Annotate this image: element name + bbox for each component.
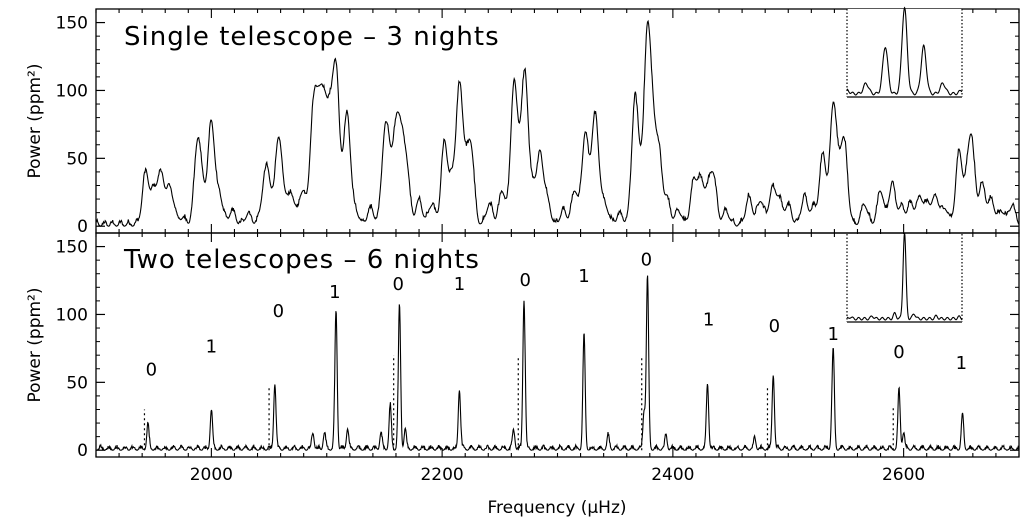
inset-background: [847, 9, 962, 97]
bottom-y-axis-label: Power (ppm²): [25, 287, 45, 402]
mode-degree-label: 1: [206, 336, 217, 357]
y-tick-label: 150: [56, 14, 88, 34]
mode-degree-label: 1: [828, 324, 839, 345]
top-y-axis-label: Power (ppm²): [25, 63, 45, 178]
bottom-panel-title: Two telescopes – 6 nights: [123, 245, 480, 275]
mode-degree-label: 0: [769, 316, 780, 337]
mode-degree-label: 0: [519, 270, 530, 291]
inset-window-curve: [846, 232, 963, 321]
mode-degree-label: 1: [578, 266, 589, 287]
x-tick-label: 2200: [420, 465, 463, 485]
x-tick-label: 2600: [882, 465, 925, 485]
mode-degree-label: 0: [393, 274, 404, 295]
mode-degree-label: 0: [641, 250, 652, 271]
x-axis-label: Frequency (μHz): [487, 498, 626, 518]
panel-two-telescopes: 0 50 100 150 2000 2200 2400 2600 0 1 0 1 0 1 0 1 0 1 0 1 0…: [25, 232, 1020, 485]
y-tick-label: 150: [56, 238, 88, 258]
y-tick-label: 0: [77, 441, 88, 461]
mode-degree-label: 0: [146, 360, 157, 381]
mode-degree-label: 0: [273, 301, 284, 322]
top-panel-title: Single telescope – 3 nights: [124, 22, 500, 52]
inset-background: [847, 234, 962, 322]
x-tick-label: 2400: [651, 465, 694, 485]
top-window-inset: [846, 6, 963, 98]
x-tick-label: 2000: [190, 465, 233, 485]
y-tick-label: 50: [66, 149, 88, 169]
mode-degree-label: 1: [329, 282, 340, 303]
series-two-telescopes: [96, 275, 1019, 452]
mode-degree-label: 1: [703, 309, 714, 330]
y-tick-label: 50: [66, 373, 88, 393]
mode-degree-label: 1: [956, 353, 967, 374]
mode-degree-label: 0: [893, 342, 904, 363]
inset-window-curve: [846, 6, 963, 96]
bottom-window-inset: [846, 232, 963, 323]
series-single-telescope: [96, 19, 1019, 227]
mode-degree-label: 1: [454, 274, 465, 295]
y-tick-label: 100: [56, 81, 88, 101]
y-tick-label: 0: [77, 217, 88, 237]
y-tick-label: 100: [56, 305, 88, 325]
